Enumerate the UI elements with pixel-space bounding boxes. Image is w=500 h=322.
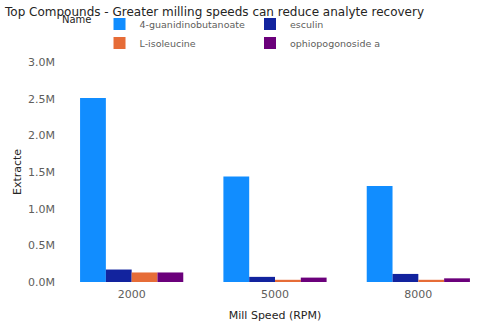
svg-text:ophiopogonoside a: ophiopogonoside a [290, 38, 380, 49]
svg-text:8000: 8000 [404, 288, 432, 301]
svg-text:L-isoleucine: L-isoleucine [140, 38, 196, 49]
svg-text:5000: 5000 [261, 288, 289, 301]
svg-text:Name: Name [62, 14, 92, 25]
svg-text:0.5M: 0.5M [28, 239, 55, 252]
svg-text:Mill Speed (RPM): Mill Speed (RPM) [229, 309, 322, 322]
svg-text:Extracte: Extracte [11, 149, 24, 195]
svg-text:2000: 2000 [118, 288, 146, 301]
svg-text:1.0M: 1.0M [28, 203, 55, 216]
svg-text:Top Compounds - Greater millin: Top Compounds - Greater milling speeds c… [4, 5, 424, 19]
svg-text:4-guanidinobutanoate: 4-guanidinobutanoate [140, 19, 245, 30]
svg-text:0.0M: 0.0M [28, 276, 55, 289]
svg-text:3.0M: 3.0M [28, 56, 55, 69]
svg-text:2.5M: 2.5M [28, 93, 55, 106]
svg-text:1.5M: 1.5M [28, 166, 55, 179]
svg-text:esculin: esculin [290, 19, 323, 30]
svg-text:2.0M: 2.0M [28, 129, 55, 142]
